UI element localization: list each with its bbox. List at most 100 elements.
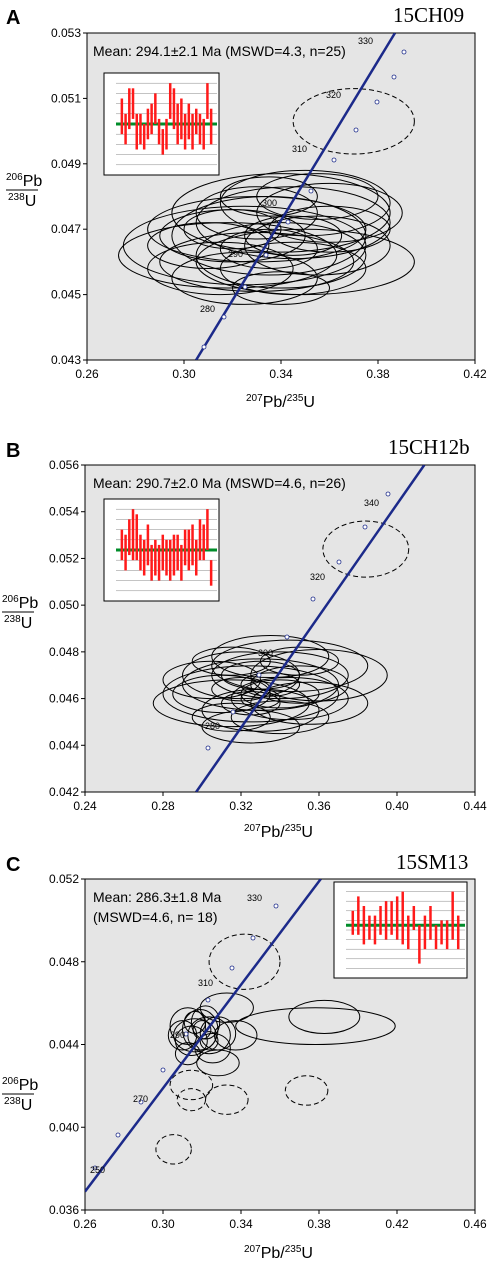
excluded-ellipse bbox=[176, 1088, 207, 1112]
svg-text:207Pb/235U: 207Pb/235U bbox=[246, 393, 315, 411]
excluded-ellipse bbox=[284, 1075, 329, 1106]
concordia-age-point bbox=[138, 1099, 144, 1105]
error-ellipse bbox=[256, 182, 403, 243]
y-main: Pb bbox=[23, 173, 43, 190]
concordia-age-point bbox=[353, 127, 359, 133]
error-ellipse bbox=[250, 681, 369, 725]
weighted-mean-inset bbox=[103, 72, 220, 176]
x-sup-2: 235 bbox=[285, 823, 302, 834]
y-tick-label: 0.056 bbox=[49, 458, 79, 472]
y-tick-label: 0.045 bbox=[51, 288, 81, 302]
concordia-age-point bbox=[385, 491, 391, 497]
y-axis-title: 206Pb 238U bbox=[2, 1076, 38, 1114]
chart-c: C 15SM13 Mean: 286.3±1.8 Ma (MSWD=4.6, n… bbox=[2, 850, 487, 1262]
weighted-mean-inset bbox=[103, 498, 220, 602]
error-ellipse bbox=[260, 646, 339, 676]
plot-content bbox=[85, 879, 396, 1193]
mean-age-text: Mean: 294.1±2.1 Ma (MSWD=4.3, n=25) bbox=[93, 43, 346, 59]
panel-a: A 15CH09 Mean: 294.1±2.1 Ma (MSWD=4.3, n… bbox=[0, 0, 491, 422]
plot-content bbox=[152, 460, 426, 792]
concordia-age-point bbox=[263, 252, 269, 258]
y-axis-title: 206Pb 238U bbox=[2, 594, 38, 632]
y-tick-label: 0.042 bbox=[49, 785, 79, 799]
error-ellipse bbox=[230, 700, 330, 735]
x-main: Pb/ bbox=[261, 824, 286, 841]
y-tick-label: 0.052 bbox=[49, 551, 79, 565]
sample-name: 15CH09 bbox=[393, 3, 464, 27]
data-layer: 280 300 320 340 0.24 0.28 0.32 0.36 0.40 0.44 0.04… bbox=[49, 458, 487, 813]
svg-text:238U: 238U bbox=[4, 1096, 32, 1114]
error-ellipse bbox=[174, 1042, 201, 1066]
x-sup-2: 235 bbox=[287, 393, 304, 404]
panel-letter: B bbox=[6, 440, 20, 462]
error-ellipse bbox=[196, 1049, 240, 1077]
svg-text:238U: 238U bbox=[8, 192, 36, 210]
panel-b: B 15CH12b Mean: 290.7±2.0 Ma (MSWD=4.6, … bbox=[0, 422, 491, 844]
y-tail: U bbox=[21, 1097, 33, 1114]
error-ellipse bbox=[240, 679, 320, 709]
x-tick-label: 0.38 bbox=[307, 1217, 331, 1231]
excluded-ellipse bbox=[169, 1069, 214, 1101]
mean-age-text: Mean: 290.7±2.0 Ma (MSWD=4.6, n=26) bbox=[93, 475, 346, 491]
concordia-age-label: 320 bbox=[310, 572, 325, 582]
concordia-age-point bbox=[284, 634, 290, 640]
svg-text:206Pb: 206Pb bbox=[6, 172, 42, 190]
error-ellipse bbox=[213, 1020, 258, 1051]
y-tick-label: 0.044 bbox=[49, 738, 79, 752]
x-tick-label: 0.42 bbox=[463, 367, 487, 381]
y-main: Pb bbox=[19, 595, 39, 612]
y-tick-label: 0.046 bbox=[49, 692, 79, 706]
excluded-ellipse bbox=[205, 1084, 249, 1115]
panel-letter: C bbox=[6, 854, 20, 876]
y-tick-label: 0.053 bbox=[51, 26, 81, 40]
concordia-age-point bbox=[115, 1132, 121, 1138]
x-tick-label: 0.32 bbox=[229, 799, 253, 813]
concordia-age-point bbox=[183, 1031, 189, 1037]
error-ellipse bbox=[256, 173, 379, 220]
weighted-mean-inset bbox=[333, 881, 468, 979]
x-axis-title: 207Pb/235U bbox=[244, 1244, 313, 1262]
data-layer: 280 290 300 310 320 330 0.26 0.30 0.34 0.38 0.42 0.… bbox=[51, 26, 487, 381]
y-sup: 206 bbox=[2, 594, 19, 605]
concordia-age-label: 340 bbox=[364, 498, 379, 508]
concordia-age-label: 250 bbox=[90, 1165, 105, 1175]
x-tick-label: 0.26 bbox=[75, 367, 99, 381]
concordia-age-point bbox=[256, 672, 262, 678]
y-sub: 238 bbox=[4, 614, 21, 625]
concordia-age-label: 280 bbox=[200, 304, 215, 314]
concordia-age-label: 330 bbox=[358, 36, 373, 46]
svg-text:238U: 238U bbox=[4, 614, 32, 632]
error-ellipse bbox=[195, 186, 318, 240]
chart-a: A 15CH09 Mean: 294.1±2.1 Ma (MSWD=4.3, n… bbox=[6, 3, 487, 411]
x-tick-label: 0.38 bbox=[366, 367, 390, 381]
concordia-age-point bbox=[401, 49, 407, 55]
y-tick-label: 0.051 bbox=[51, 91, 81, 105]
sample-name: 15SM13 bbox=[396, 850, 468, 874]
y-tick-label: 0.052 bbox=[49, 872, 79, 886]
y-tick-label: 0.054 bbox=[49, 505, 79, 519]
error-ellipse bbox=[240, 672, 300, 697]
concordia-age-point bbox=[391, 74, 397, 80]
x-sup-1: 207 bbox=[244, 823, 261, 834]
concordia-age-label: 290 bbox=[170, 1030, 185, 1040]
concordia-age-point bbox=[409, 460, 413, 464]
y-tick-label: 0.049 bbox=[51, 157, 81, 171]
concordia-age-label: 270 bbox=[133, 1094, 148, 1104]
y-tick-label: 0.043 bbox=[51, 353, 81, 367]
concordia-age-point bbox=[201, 344, 207, 350]
excluded-ellipse bbox=[292, 88, 415, 155]
x-tick-label: 0.28 bbox=[151, 799, 175, 813]
concordia-line bbox=[195, 33, 397, 360]
x-tick-label: 0.40 bbox=[385, 799, 409, 813]
y-tick-label: 0.036 bbox=[49, 1203, 79, 1217]
x-sup-1: 207 bbox=[246, 393, 263, 404]
concordia-age-point bbox=[160, 1067, 166, 1073]
concordia-age-label: 310 bbox=[292, 144, 307, 154]
concordia-age-point bbox=[362, 524, 368, 530]
y-sub: 238 bbox=[4, 1096, 21, 1107]
x-tick-label: 0.36 bbox=[307, 799, 331, 813]
concordia-age-point bbox=[205, 745, 211, 751]
y-tail: U bbox=[25, 193, 37, 210]
concordia-age-label: 310 bbox=[198, 978, 213, 988]
y-tick-label: 0.048 bbox=[49, 955, 79, 969]
